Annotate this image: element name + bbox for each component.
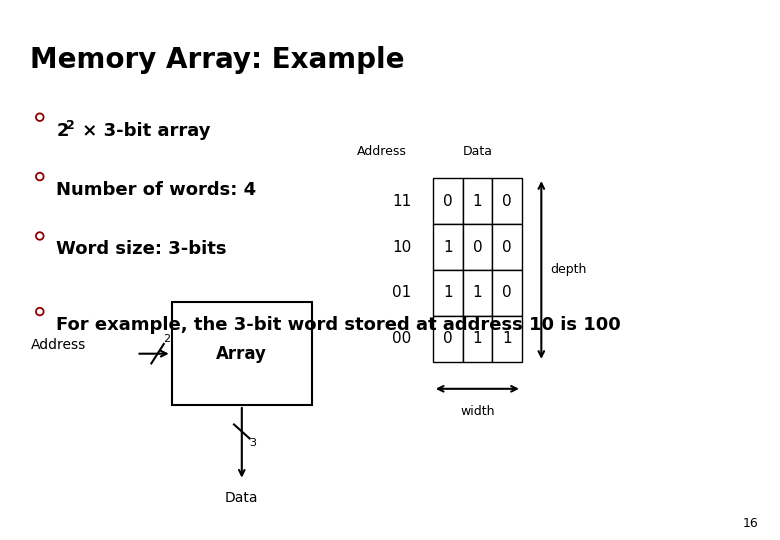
Text: 3: 3 xyxy=(250,438,257,449)
Text: For example, the 3-bit word stored at address 10 is 100: For example, the 3-bit word stored at ad… xyxy=(56,316,621,334)
Text: 11: 11 xyxy=(392,194,411,208)
Text: 1: 1 xyxy=(473,194,482,208)
Text: 2: 2 xyxy=(66,119,75,132)
Text: Array: Array xyxy=(216,345,268,363)
Bar xyxy=(492,270,522,316)
Text: Data: Data xyxy=(463,145,492,158)
Text: 1: 1 xyxy=(443,240,452,254)
Bar xyxy=(492,178,522,224)
Text: Number of words: 4: Number of words: 4 xyxy=(56,181,257,199)
Bar xyxy=(463,178,492,224)
Text: 1: 1 xyxy=(473,332,482,346)
Bar xyxy=(492,224,522,270)
Bar xyxy=(433,224,463,270)
Text: 2: 2 xyxy=(163,334,170,344)
Text: Memory Array: Example: Memory Array: Example xyxy=(30,46,404,74)
Text: 0: 0 xyxy=(502,240,512,254)
Text: 0: 0 xyxy=(502,286,512,300)
Bar xyxy=(492,316,522,362)
Text: width: width xyxy=(460,405,495,418)
Bar xyxy=(433,270,463,316)
Text: 10: 10 xyxy=(392,240,411,254)
Text: × 3-bit array: × 3-bit array xyxy=(76,122,211,139)
Text: 01: 01 xyxy=(392,286,411,300)
Bar xyxy=(433,178,463,224)
Bar xyxy=(463,316,492,362)
Bar xyxy=(463,270,492,316)
Text: Data: Data xyxy=(225,491,258,505)
Text: 1: 1 xyxy=(443,286,452,300)
Text: Word size: 3-bits: Word size: 3-bits xyxy=(56,240,227,258)
Text: 0: 0 xyxy=(473,240,482,254)
Text: 00: 00 xyxy=(392,332,411,346)
Text: Address: Address xyxy=(30,338,86,352)
Text: 0: 0 xyxy=(443,194,452,208)
Text: 0: 0 xyxy=(502,194,512,208)
Text: 2: 2 xyxy=(56,122,69,139)
Bar xyxy=(172,302,312,405)
Text: 16: 16 xyxy=(743,517,758,530)
Bar xyxy=(433,316,463,362)
Text: 1: 1 xyxy=(473,286,482,300)
Text: Address: Address xyxy=(357,145,407,158)
Text: 1: 1 xyxy=(502,332,512,346)
Bar xyxy=(463,224,492,270)
Text: 0: 0 xyxy=(443,332,452,346)
Text: depth: depth xyxy=(551,264,587,276)
